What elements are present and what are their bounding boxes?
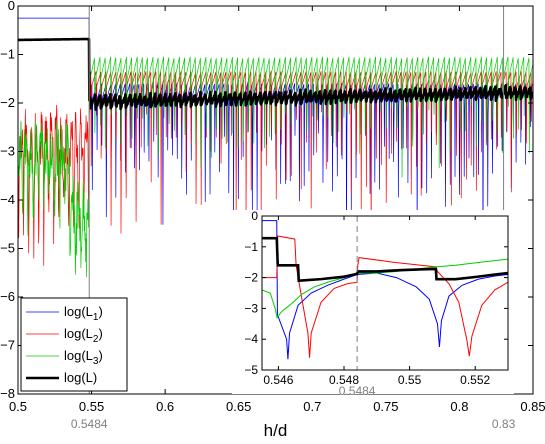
inset-y-tick-label: −5 — [244, 363, 258, 377]
inset-y-tick-label: 0 — [251, 209, 258, 223]
inset-x-tick-label: 0.55 — [398, 373, 422, 387]
x-tick-label: 0.7 — [303, 399, 321, 414]
y-tick-label: −1 — [0, 47, 15, 62]
inset-x-tick-label: 0.548 — [329, 373, 359, 387]
y-tick-label: −3 — [0, 144, 15, 159]
y-tick-label: −8 — [0, 386, 15, 401]
inset-y-tick-label: −3 — [244, 301, 258, 315]
inset-background — [232, 210, 514, 394]
y-tick-label: −6 — [0, 289, 15, 304]
inset-y-tick-label: −2 — [244, 271, 258, 285]
series-line-logl2 — [18, 71, 533, 266]
legend-entry-label: log(L3) — [64, 348, 103, 367]
inset-y-tick-label: −4 — [244, 332, 258, 346]
inset-x-tick-label: 0.546 — [263, 373, 293, 387]
inset-x-tick-label: 0.552 — [460, 373, 490, 387]
legend-entry-label: log(L) — [64, 370, 97, 385]
y-tick-label: 0 — [8, 0, 15, 13]
inset-series-line-logl — [262, 236, 508, 283]
inset-plot: 0.5484 0.546 0.548 0.55 0.552 0 −1 −2 −3 −4 −5 — [232, 209, 514, 398]
legend-entry-label: log(L1) — [64, 304, 103, 323]
legend: log(L1) log(L2) log(L3) log(L) — [20, 297, 128, 392]
x-tick-label: 0.55 — [79, 399, 104, 414]
inset-axes-frame — [261, 215, 509, 371]
legend-box — [20, 297, 128, 392]
x-tick-label: 0.75 — [373, 399, 398, 414]
x-tick-label: 0.6 — [156, 399, 174, 414]
x-tick-label: 0.5 — [9, 399, 27, 414]
inset-series-layer — [262, 220, 508, 360]
series-line-logl — [18, 37, 533, 111]
x-tick-label: 0.65 — [226, 399, 251, 414]
x-tick-label: 0.8 — [450, 399, 468, 414]
x-tick-label: 0.85 — [520, 399, 545, 414]
inset-y-tick-label: −1 — [244, 240, 258, 254]
y-tick-label: −4 — [0, 192, 15, 207]
y-tick-label: −5 — [0, 241, 15, 256]
vertical-marker-label-0: 0.5484 — [71, 417, 108, 431]
y-tick-label: −2 — [0, 95, 15, 110]
series-line-logl3 — [18, 56, 533, 278]
vertical-marker-label-1: 0.83 — [492, 417, 516, 431]
inset-vertical-marker-label: 0.5484 — [339, 384, 376, 398]
main-series-layer — [18, 17, 533, 278]
y-tick-label: −7 — [0, 338, 15, 353]
x-axis-label: h/d — [264, 421, 288, 440]
legend-entry-label: log(L2) — [64, 326, 103, 345]
